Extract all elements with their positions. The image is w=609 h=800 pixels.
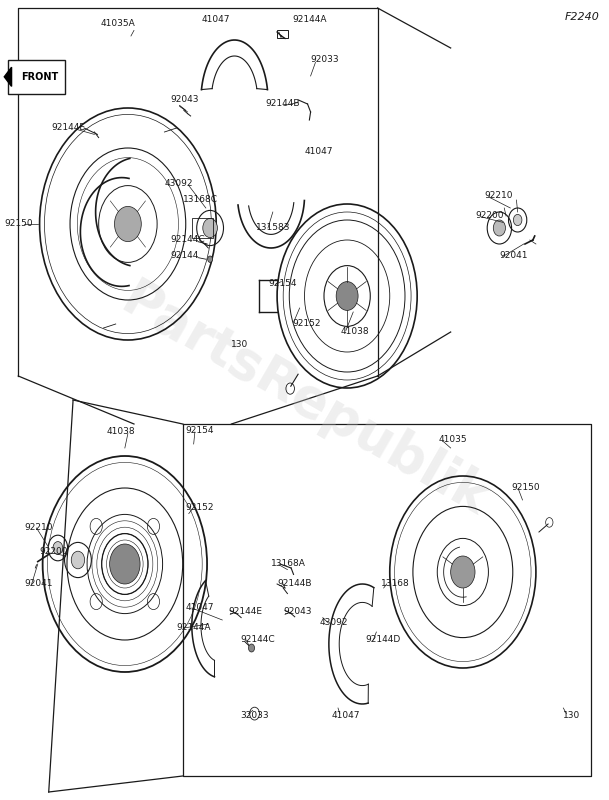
Text: 92144D: 92144D xyxy=(365,635,401,645)
Text: 92033: 92033 xyxy=(311,55,339,65)
Circle shape xyxy=(513,214,522,226)
Text: 92144B: 92144B xyxy=(265,99,300,109)
Text: 92150: 92150 xyxy=(512,483,540,493)
Circle shape xyxy=(336,282,358,310)
Text: 13168: 13168 xyxy=(381,579,409,589)
Circle shape xyxy=(451,556,475,588)
Text: F2240: F2240 xyxy=(565,12,600,22)
Text: 92144B: 92144B xyxy=(277,579,312,589)
Text: 92144C: 92144C xyxy=(171,235,205,245)
Circle shape xyxy=(71,551,85,569)
Text: 43092: 43092 xyxy=(164,179,193,189)
Text: 92150: 92150 xyxy=(4,219,33,229)
Text: 92154: 92154 xyxy=(268,279,297,289)
Text: 41047: 41047 xyxy=(202,15,230,25)
Text: 92144E: 92144E xyxy=(228,607,262,617)
Text: 92041: 92041 xyxy=(24,579,53,589)
Circle shape xyxy=(53,542,63,554)
Text: PartsRepublik: PartsRepublik xyxy=(111,274,498,526)
Text: 92041: 92041 xyxy=(499,251,528,261)
Text: 92043: 92043 xyxy=(283,607,312,617)
Text: 92144A: 92144A xyxy=(292,15,327,25)
Text: 92144A: 92144A xyxy=(177,623,211,633)
Circle shape xyxy=(208,256,213,262)
Circle shape xyxy=(114,206,141,242)
Text: 13168C: 13168C xyxy=(183,195,217,205)
Circle shape xyxy=(248,644,255,652)
Text: 92043: 92043 xyxy=(171,95,199,105)
Text: 41038: 41038 xyxy=(341,327,370,337)
Text: 41047: 41047 xyxy=(304,147,333,157)
Text: 130: 130 xyxy=(563,711,580,721)
Text: 41047: 41047 xyxy=(186,603,214,613)
Bar xyxy=(277,30,288,38)
Text: FRONT: FRONT xyxy=(21,72,58,82)
Text: 92210: 92210 xyxy=(24,523,53,533)
Text: 92154: 92154 xyxy=(186,426,214,435)
Text: 130: 130 xyxy=(231,339,248,349)
Text: 32033: 32033 xyxy=(241,711,269,721)
Text: 92144: 92144 xyxy=(171,251,199,261)
Text: 92144E: 92144E xyxy=(52,123,86,133)
Text: 13168A: 13168A xyxy=(271,559,306,569)
Text: 92200: 92200 xyxy=(40,547,68,557)
Text: 41047: 41047 xyxy=(332,711,361,721)
Text: 92210: 92210 xyxy=(484,191,513,201)
Circle shape xyxy=(110,544,140,584)
Text: 43092: 43092 xyxy=(320,618,348,627)
Text: 92152: 92152 xyxy=(292,319,321,329)
Text: 41035: 41035 xyxy=(438,435,467,445)
Text: 131583: 131583 xyxy=(256,223,290,233)
Text: 41035A: 41035A xyxy=(100,19,135,29)
Text: 92144C: 92144C xyxy=(241,635,275,645)
Text: 92152: 92152 xyxy=(186,503,214,513)
Circle shape xyxy=(493,220,505,236)
Text: 92200: 92200 xyxy=(475,211,504,221)
Polygon shape xyxy=(4,67,12,86)
Text: 41038: 41038 xyxy=(107,427,135,437)
Circle shape xyxy=(203,218,217,238)
Bar xyxy=(192,218,213,238)
FancyBboxPatch shape xyxy=(8,60,65,94)
